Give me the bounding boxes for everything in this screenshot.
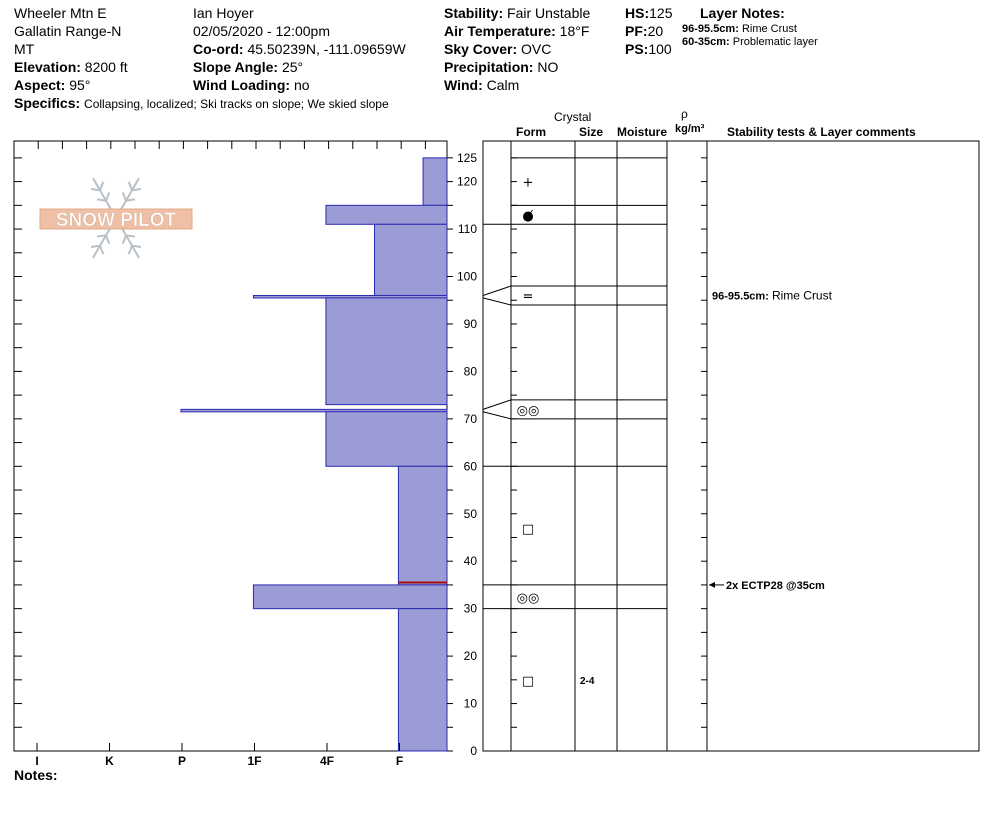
depth-tick-label: 110 [458,222,477,236]
header-weather-block: Stability: Fair Unstable Air Temperature… [444,4,590,94]
grain-form-symbol: + [523,176,534,191]
depth-tick-label: 80 [464,364,478,378]
hardness-bar [374,223,448,296]
depth-tick-label: 60 [464,459,478,473]
grain-table-frame [482,140,980,752]
observer-name: Ian Hoyer [193,5,254,21]
hs-row: HS:125 [625,5,673,21]
grain-form-symbol: = [523,289,534,304]
wind-loading-row: Wind Loading: no [193,77,310,93]
hardness-tick-label: 4F [320,754,334,768]
aspect-row: Aspect: 95° [14,77,91,93]
hardness-bar [397,465,448,586]
precip-row: Precipitation: NO [444,59,559,75]
header-observer-block: Ian Hoyer 02/05/2020 - 12:00pm Co-ord: 4… [193,4,406,94]
wind-row: Wind: Calm [444,77,520,93]
depth-tick-label: 40 [464,554,478,568]
hardness-tick-label: I [35,754,38,768]
form-heading: Form [516,125,546,139]
depth-connector-line [482,297,512,306]
logo-band [39,208,193,230]
rho-heading: ρ [681,107,688,121]
depth-tick-label: 0 [470,744,477,758]
stability-row: Stability: Fair Unstable [444,5,591,21]
density-unit-heading: kg/m³ [675,123,705,135]
depth-tick-label: 50 [464,507,478,521]
logo-text: SNOW PILOT [56,210,177,231]
depth-connector-line [482,285,512,296]
stability-test-label: 2x ECTP28 @35cm [726,580,825,592]
grain-form-symbol: ◎◎ [517,591,540,606]
crystal-heading: Crystal [554,110,592,124]
depth-tick-label: 125 [457,151,477,165]
layer-note-item: 96-95.5cm: Rime Crust [682,23,797,35]
elevation-row: Elevation: 8200 ft [14,59,128,75]
grain-form-symbol: ◎◎ [517,403,540,418]
specifics-row: Specifics: Collapsing, localized; Ski tr… [14,95,389,111]
grain-form-symbol: □ [522,522,534,537]
header-location-block: Wheeler Mtn E Gallatin Range-N MT Elevat… [14,4,389,113]
header-depth-block: HS:125 PF:20 PS:100 [625,4,672,58]
depth-tick-label: 90 [464,317,478,331]
sky-row: Sky Cover: OVC [444,41,552,57]
layer-notes-heading: Layer Notes: [700,5,785,21]
coord-row: Co-ord: 45.50239N, -111.09659W [193,41,406,57]
size-heading: Size [579,125,604,139]
range-name: Gallatin Range-N [14,23,122,39]
depth-connector-line [482,411,512,420]
depth-tick-label: 20 [464,649,478,663]
hardness-tick-label: K [105,754,114,768]
stability-heading: Stability tests & Layer comments [727,125,916,139]
grain-form-symbol: ●̸ [522,209,533,224]
hardness-tick-label: F [396,754,403,768]
depth-tick-label: 70 [464,412,478,426]
hardness-bar [325,411,448,467]
location-name: Wheeler Mtn E [14,5,107,21]
slope-row: Slope Angle: 25° [193,59,304,75]
stability-test-arrowhead [709,581,715,588]
hardness-tick-label: 1F [247,754,261,768]
hardness-bar [325,297,448,406]
state-name: MT [14,41,35,57]
hardness-bar [397,608,448,752]
depth-tick-label: 30 [464,602,478,616]
layer-notes-list: 96-95.5cm: Rime Crust 60-35cm: Problemat… [682,23,818,49]
layer-note-item: 60-35cm: Problematic layer [682,36,818,48]
layer-comment: 96-95.5cm: Rime Crust [712,288,833,302]
ps-row: PS:100 [625,41,672,57]
hardness-bar [422,157,448,206]
depth-tick-label: 10 [464,697,478,711]
depth-tick-label: 100 [457,270,477,284]
hardness-bar [325,204,448,225]
moisture-heading: Moisture [617,125,668,139]
hardness-tick-label: P [178,754,186,768]
obs-datetime: 02/05/2020 - 12:00pm [193,23,330,39]
notes-label: Notes: [14,767,58,783]
air-temp-row: Air Temperature: 18°F [444,23,590,39]
hardness-bar [252,584,448,610]
depth-tick-label: 120 [457,175,477,189]
grain-form-symbol: □ [522,674,534,689]
grain-size-label: 2-4 [580,676,595,687]
depth-connector-line [482,399,512,410]
hardness-bar [180,408,448,413]
pf-row: PF:20 [625,23,664,39]
